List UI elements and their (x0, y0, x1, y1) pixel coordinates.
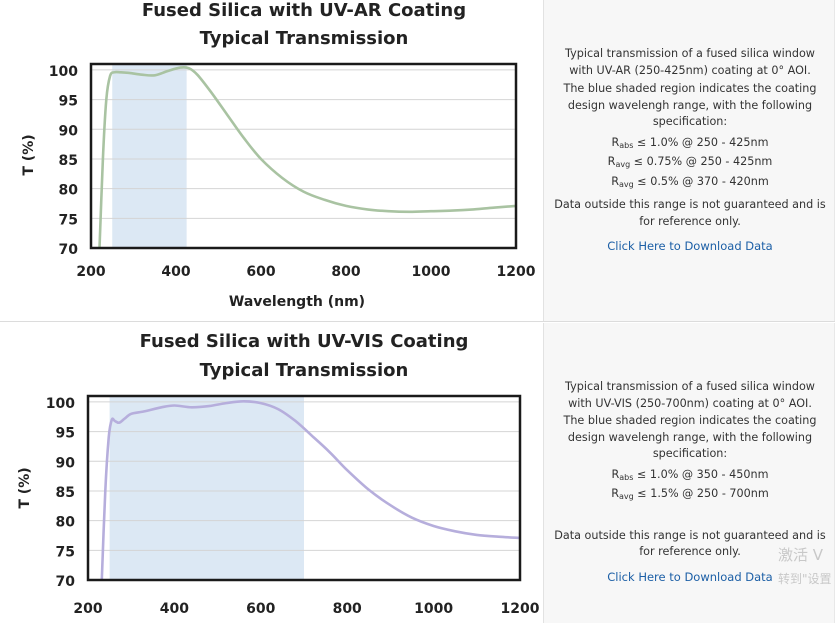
y-tick-label: 95 (56, 426, 75, 442)
plot-frame (89, 62, 518, 250)
download-data-link[interactable]: Click Here to Download Data (607, 239, 773, 253)
y-tick-label: 100 (46, 396, 75, 412)
chart-subtitle: Typical Transmission (200, 28, 409, 49)
y-tick-label: 80 (56, 515, 76, 531)
x-tick-label: 200 (73, 601, 102, 617)
transmission-curve (100, 400, 521, 581)
spec-text: ≤ 0.75% @ 250 - 425nm (630, 155, 773, 168)
chart-title: Fused Silica with UV-AR Coating (142, 0, 466, 21)
activation-watermark-sub: 转到"设置 (778, 572, 832, 586)
x-tick-label: 1200 (497, 264, 536, 280)
x-tick-label: 600 (246, 264, 275, 280)
transmission-chart-uv-ar: Fused Silica with UV-AR Coating Typical … (21, 0, 536, 310)
spec-line: Ravg ≤ 0.5% @ 370 - 420nm (552, 174, 828, 194)
shade-note-text: The blue shaded region indicates the coa… (563, 82, 817, 128)
spec-symbol: R (611, 174, 619, 188)
spec-list: Rabs ≤ 1.0% @ 250 - 425nm Ravg ≤ 0.75% @… (552, 135, 828, 194)
chart-area: Fused Silica with UV-AR Coating Typical … (0, 0, 544, 321)
spec-line: Rabs ≤ 1.0% @ 350 - 450nm (552, 467, 828, 487)
spec-text: ≤ 1.5% @ 250 - 700nm (633, 487, 769, 500)
spec-symbol: R (611, 467, 620, 481)
spec-line: Ravg ≤ 1.5% @ 250 - 700nm (552, 486, 828, 506)
x-tick-label: 800 (333, 601, 362, 617)
spec-subscript: abs (619, 472, 634, 482)
transmission-chart-uv-vis: Fused Silica with UV-VIS Coating Typical… (17, 331, 540, 617)
x-tick-label: 1200 (501, 601, 540, 617)
download-data-link[interactable]: Click Here to Download Data (607, 569, 773, 584)
design-range-shade (109, 396, 304, 580)
y-axis-label: T (%) (21, 134, 37, 175)
chart-subtitle: Typical Transmission (200, 360, 409, 381)
y-tick-label: 70 (56, 574, 76, 590)
x-tick-label: 800 (331, 264, 360, 280)
spec-subscript: avg (615, 160, 631, 169)
x-tick-label: 1000 (414, 601, 453, 617)
y-tick-label: 90 (56, 455, 76, 471)
spec-line: Rabs ≤ 1.0% @ 250 - 425nm (552, 135, 828, 155)
description-text: Typical transmission of a fused silica w… (565, 380, 815, 410)
spec-text: ≤ 1.0% @ 350 - 450nm (633, 467, 769, 481)
spec-subscript: avg (619, 492, 634, 501)
chart-title: Fused Silica with UV-VIS Coating (140, 331, 469, 352)
x-tick-label: 200 (76, 264, 105, 280)
y-tick-label: 80 (59, 183, 79, 199)
chart-panel-uv-vis: Fused Silica with UV-VIS Coating Typical… (0, 323, 835, 623)
plot-frame (86, 394, 522, 582)
description-text: Typical transmission of a fused silica w… (565, 47, 815, 77)
spec-subscript: avg (619, 179, 634, 189)
y-tick-label: 85 (56, 485, 75, 501)
y-tick-label: 100 (49, 64, 78, 80)
spec-list: Rabs ≤ 1.0% @ 350 - 450nm Ravg ≤ 1.5% @ … (552, 467, 828, 506)
activation-watermark: 激活 V (778, 546, 824, 564)
spec-symbol: R (607, 155, 616, 168)
spec-text: ≤ 1.0% @ 250 - 425nm (633, 135, 769, 149)
spec-symbol: R (611, 135, 620, 149)
spec-line: Ravg ≤ 0.75% @ 250 - 425nm (552, 154, 828, 174)
chart-area: Fused Silica with UV-VIS Coating Typical… (0, 323, 544, 623)
disclaimer-text: Data outside this range is not guarantee… (554, 528, 826, 559)
spec-text: ≤ 0.5% @ 370 - 420nm (633, 174, 769, 188)
x-tick-label: 600 (246, 601, 275, 617)
info-panel: Typical transmission of a fused silica w… (544, 0, 835, 321)
x-tick-label: 1000 (412, 264, 451, 280)
y-tick-label: 70 (59, 242, 79, 258)
x-axis-label: Wavelength (nm) (229, 294, 365, 310)
spec-subscript: abs (619, 140, 634, 150)
spec-symbol: R (611, 487, 619, 500)
y-axis-label: T (%) (17, 467, 33, 508)
disclaimer-text: Data outside this range is not guarantee… (554, 198, 826, 228)
chart-panel-uv-ar: Fused Silica with UV-AR Coating Typical … (0, 0, 835, 322)
plot-group: 70 75 80 85 90 95 100 200 400 600 800 1000 1200 (49, 62, 536, 280)
y-tick-label: 75 (59, 212, 78, 228)
design-range-shade (112, 64, 187, 248)
y-tick-label: 85 (59, 153, 78, 169)
x-tick-label: 400 (160, 601, 189, 617)
plot-group: 70 75 80 85 90 95 100 200 400 600 800 1000 1200 (46, 394, 540, 617)
y-tick-label: 90 (59, 123, 79, 139)
info-panel: Typical transmission of a fused silica w… (544, 323, 835, 623)
shade-note-text: The blue shaded region indicates the coa… (563, 414, 817, 460)
x-tick-label: 400 (161, 264, 190, 280)
transmission-curve (98, 65, 517, 249)
y-tick-label: 75 (56, 544, 75, 560)
y-tick-label: 95 (59, 94, 78, 110)
